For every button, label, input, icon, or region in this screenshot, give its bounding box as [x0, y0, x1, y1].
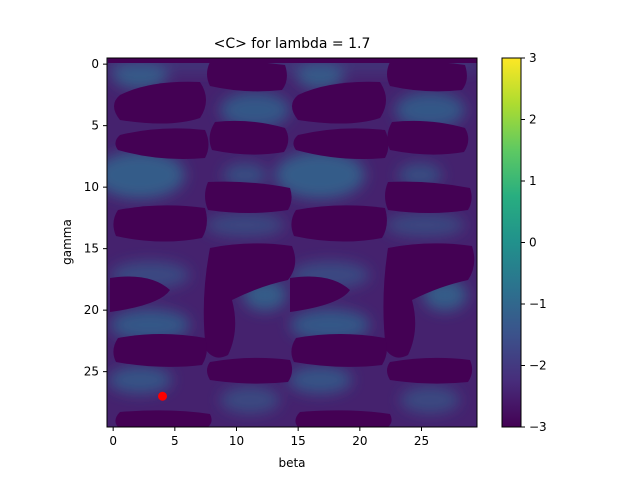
chart-title: <C> for lambda = 1.7 [214, 36, 371, 52]
colorbar-tick-label: 2 [529, 113, 537, 127]
colorbar-tick-label: 3 [529, 51, 537, 65]
y-tick-label: 5 [91, 119, 99, 133]
colorbar-tick-label: 0 [529, 236, 537, 250]
y-tick-label: 10 [84, 180, 99, 194]
x-tick-label: 15 [291, 434, 306, 448]
y-tick-label: 0 [91, 57, 99, 71]
colorbar-axis: −3 −2 −1 0 1 2 3 [521, 51, 547, 434]
x-tick-label: 10 [229, 434, 244, 448]
marker-point [158, 391, 167, 401]
plot-frame [106, 57, 478, 428]
colorbar-tick-label: 1 [529, 174, 537, 188]
x-tick-label: 25 [414, 434, 429, 448]
colorbar [501, 57, 522, 428]
colorbar-tick-label: −2 [529, 359, 547, 373]
x-tick-label: 0 [109, 434, 117, 448]
colorbar-tick-label: −1 [529, 297, 547, 311]
x-tick-label: 5 [171, 434, 179, 448]
y-tick-label: 25 [84, 365, 99, 379]
y-axis: 0 5 10 15 20 25 [84, 57, 107, 379]
x-axis-label: beta [278, 456, 305, 470]
y-tick-label: 20 [84, 303, 99, 317]
heatmap-image [107, 58, 477, 427]
x-tick-label: 20 [352, 434, 367, 448]
colorbar-tick-label: −3 [529, 420, 547, 434]
x-axis: 0 5 10 15 20 25 [109, 427, 429, 448]
y-tick-label: 15 [84, 242, 99, 256]
y-axis-label: gamma [60, 219, 74, 265]
